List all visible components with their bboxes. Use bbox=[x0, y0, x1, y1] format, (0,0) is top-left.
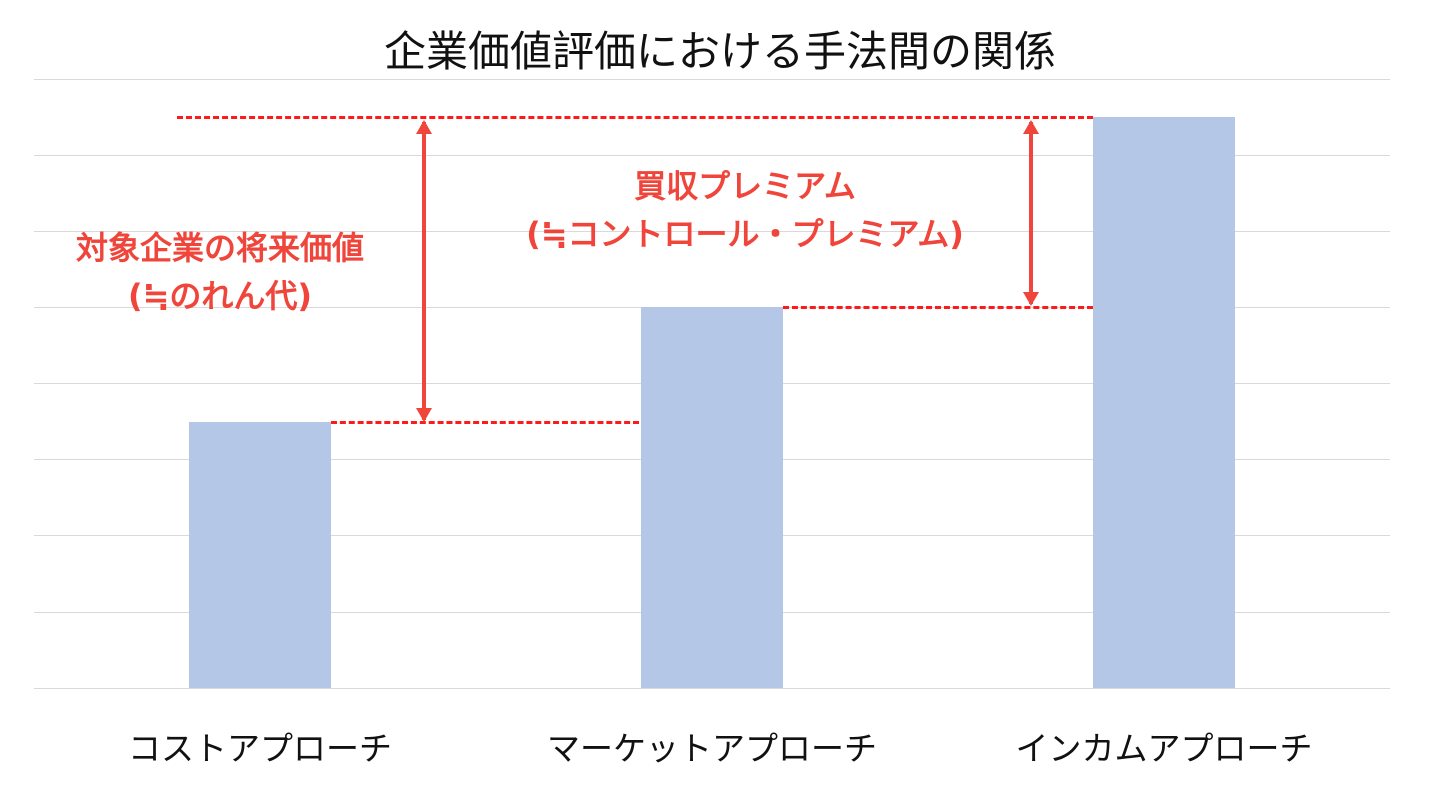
bar-market-approach bbox=[641, 307, 783, 688]
baseline bbox=[34, 688, 1390, 689]
annotation-premium-line1: 買収プレミアム bbox=[634, 167, 856, 205]
x-label-income: インカムアプローチ bbox=[1015, 729, 1313, 768]
annotation-premium: 買収プレミアム (≒コントロール・プレミアム) bbox=[460, 162, 1030, 258]
dashed-line-market-level bbox=[783, 306, 1093, 309]
annotation-goodwill: 対象企業の将来価値 (≒のれん代) bbox=[30, 224, 410, 320]
bar-cost-approach bbox=[189, 422, 331, 688]
chart-title: 企業価値評価における手法間の関係 bbox=[383, 27, 1056, 76]
double-arrow-premium bbox=[1023, 120, 1039, 306]
arrow-down-icon bbox=[1023, 292, 1039, 306]
gridline bbox=[34, 155, 1390, 156]
gridline bbox=[34, 231, 1390, 232]
dashed-line-income-level bbox=[177, 116, 1093, 119]
arrow-up-icon bbox=[416, 120, 432, 134]
x-label-market: マーケットアプローチ bbox=[547, 729, 877, 768]
arrow-up-icon bbox=[1023, 120, 1039, 134]
bar-income-approach bbox=[1093, 117, 1235, 688]
annotation-premium-line2: (≒コントロール・プレミアム) bbox=[526, 215, 964, 253]
annotation-goodwill-line2: (≒のれん代) bbox=[127, 277, 313, 315]
arrow-down-icon bbox=[416, 408, 432, 422]
x-label-cost: コストアプローチ bbox=[128, 729, 392, 768]
double-arrow-goodwill bbox=[416, 120, 432, 422]
dashed-line-cost-level bbox=[331, 421, 639, 424]
gridline bbox=[34, 79, 1390, 80]
annotation-goodwill-line1: 対象企業の将来価値 bbox=[75, 229, 364, 267]
